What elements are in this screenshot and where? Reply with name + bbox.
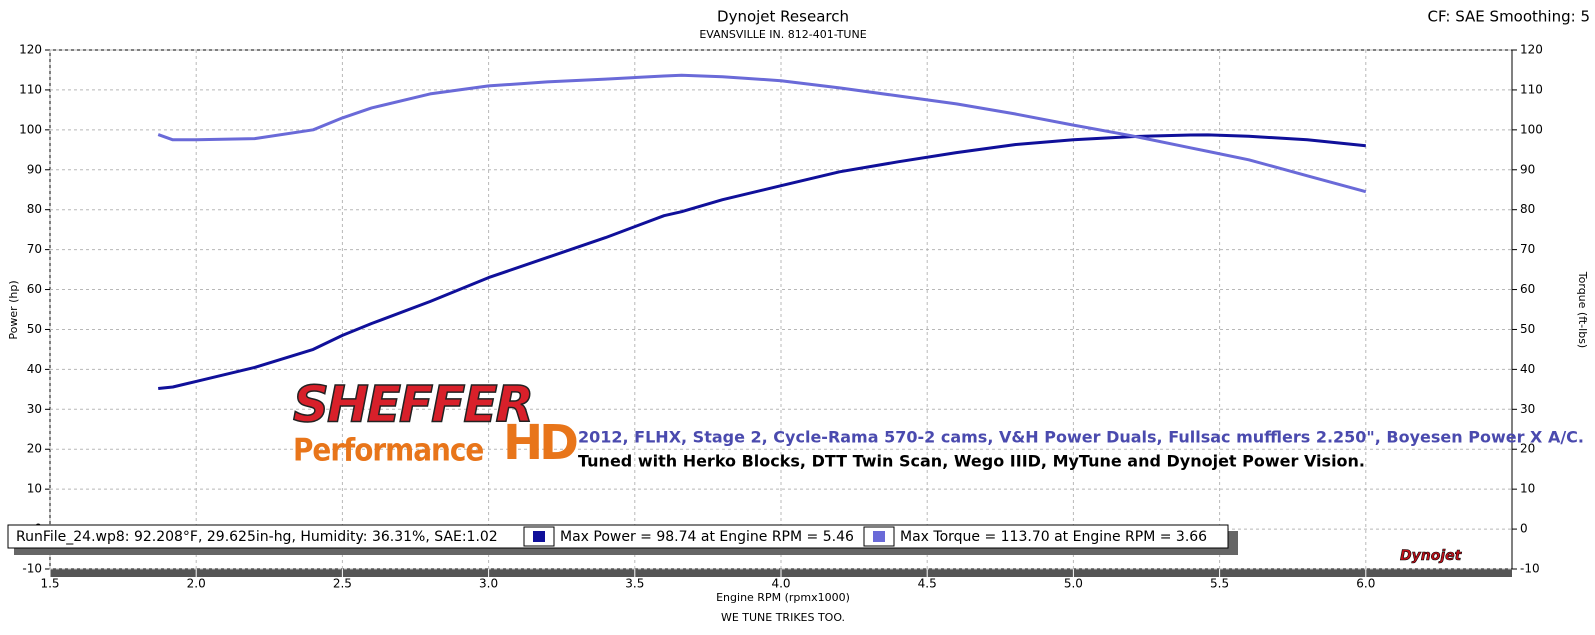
y2-tick-label: 0 xyxy=(1520,522,1528,536)
y-tick-label: 80 xyxy=(27,202,42,216)
annotation: Dynojet xyxy=(1400,548,1463,564)
y2-tick-label: 90 xyxy=(1520,162,1535,176)
series-line xyxy=(157,73,1367,194)
y2-tick-label: 10 xyxy=(1520,482,1535,496)
chart-title: Dynojet Research xyxy=(717,8,849,26)
x-tick-label: 6.0 xyxy=(1356,577,1375,591)
y-tick-label: 10 xyxy=(27,482,42,496)
annotation: Performance xyxy=(293,433,483,469)
y2-tick-label: 20 xyxy=(1520,442,1535,456)
x-tick-label: 5.0 xyxy=(1064,577,1083,591)
y2-tick-label: 110 xyxy=(1520,82,1543,96)
y2-tick-label: 80 xyxy=(1520,202,1535,216)
y2-tick-label: 120 xyxy=(1520,43,1543,57)
x-tick-label: 1.5 xyxy=(40,577,59,591)
x-tick-label: 3.5 xyxy=(625,577,644,591)
y-tick-label: 70 xyxy=(27,242,42,256)
chart-subtitle: EVANSVILLE IN. 812-401-TUNE xyxy=(699,28,866,41)
legend-label: Max Power = 98.74 at Engine RPM = 5.46 xyxy=(560,529,854,545)
y-axis-label: Power (hp) xyxy=(7,280,20,339)
y-tick-label: 90 xyxy=(27,162,42,176)
header-right: CF: SAE Smoothing: 5 xyxy=(1427,8,1590,26)
x-tick-label: 2.5 xyxy=(333,577,352,591)
x-tick-label: 4.0 xyxy=(771,577,790,591)
annotation: Tuned with Herko Blocks, DTT Twin Scan, … xyxy=(578,452,1365,471)
y-tick-label: 40 xyxy=(27,362,42,376)
y2-axis-label: Torque (ft-lbs) xyxy=(1576,271,1589,348)
y2-tick-label: 50 xyxy=(1520,322,1535,336)
x-tick-label: 2.0 xyxy=(187,577,206,591)
x-axis-label: Engine RPM (rpmx1000) xyxy=(716,591,850,604)
y2-tick-label: 60 xyxy=(1520,282,1535,296)
y-tick-label: 120 xyxy=(19,43,42,57)
x-tick-label: 5.5 xyxy=(1210,577,1229,591)
y2-tick-label: 30 xyxy=(1520,402,1535,416)
y2-tick-label: -10 xyxy=(1520,562,1540,576)
y2-tick-label: 100 xyxy=(1520,122,1543,136)
y-tick-label: 60 xyxy=(27,282,42,296)
y-tick-label: -10 xyxy=(22,562,42,576)
footer: WE TUNE TRIKES TOO. xyxy=(721,611,845,624)
legend-swatch xyxy=(873,531,885,542)
y-tick-label: 100 xyxy=(19,122,42,136)
x-tick-label: 3.0 xyxy=(479,577,498,591)
legend-swatch xyxy=(533,531,545,542)
run-info: RunFile_24.wp8: 92.208°F, 29.625in-hg, H… xyxy=(16,529,498,545)
annotation: 2012, FLHX, Stage 2, Cycle-Rama 570-2 ca… xyxy=(578,428,1584,447)
y-tick-label: 30 xyxy=(27,402,42,416)
y-tick-label: 20 xyxy=(27,442,42,456)
annotation: SHEFFER xyxy=(293,376,532,434)
series-line xyxy=(158,133,1366,390)
annotation: HD xyxy=(503,415,577,471)
legend-label: Max Torque = 113.70 at Engine RPM = 3.66 xyxy=(900,529,1207,545)
x-tick-label: 4.5 xyxy=(918,577,937,591)
y2-tick-label: 40 xyxy=(1520,362,1535,376)
y-tick-label: 50 xyxy=(27,322,42,336)
legend-box xyxy=(7,524,1229,549)
y-tick-label: 110 xyxy=(19,82,42,96)
y2-tick-label: 70 xyxy=(1520,242,1535,256)
